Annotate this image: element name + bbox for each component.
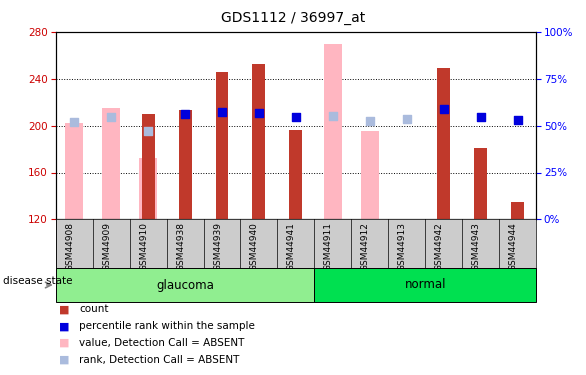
Bar — [511, 202, 524, 219]
Bar — [315, 268, 536, 302]
Bar — [65, 123, 83, 219]
Text: percentile rank within the sample: percentile rank within the sample — [79, 321, 255, 331]
Point — [144, 129, 153, 135]
Text: glaucoma: glaucoma — [156, 279, 214, 291]
Bar — [323, 44, 342, 219]
Point — [107, 114, 116, 120]
Text: GSM44912: GSM44912 — [361, 222, 370, 271]
Text: rank, Detection Call = ABSENT: rank, Detection Call = ABSENT — [79, 355, 240, 365]
Text: GSM44913: GSM44913 — [398, 222, 407, 271]
Bar — [179, 110, 192, 219]
Text: GSM44939: GSM44939 — [213, 222, 222, 271]
Bar — [216, 72, 229, 219]
Text: ■: ■ — [59, 304, 69, 314]
Bar — [142, 114, 155, 219]
Bar — [474, 148, 487, 219]
Point — [328, 113, 338, 119]
Point — [402, 116, 411, 122]
Text: disease state: disease state — [3, 276, 73, 286]
Text: ■: ■ — [59, 321, 69, 331]
Text: ■: ■ — [59, 338, 69, 348]
Text: GSM44940: GSM44940 — [250, 222, 259, 271]
Point — [217, 109, 227, 115]
Bar — [139, 158, 157, 219]
Point — [476, 114, 485, 120]
Bar — [102, 108, 120, 219]
Text: GSM44938: GSM44938 — [176, 222, 185, 271]
Point — [439, 106, 448, 112]
Text: GSM44910: GSM44910 — [139, 222, 148, 271]
Point — [70, 119, 79, 125]
Text: GSM44911: GSM44911 — [324, 222, 333, 271]
Point — [291, 114, 301, 120]
Text: GSM44942: GSM44942 — [435, 222, 444, 271]
Text: GSM44944: GSM44944 — [509, 222, 517, 271]
Point — [180, 111, 190, 117]
Text: GSM44941: GSM44941 — [287, 222, 296, 271]
Text: count: count — [79, 304, 108, 314]
Text: GSM44909: GSM44909 — [102, 222, 111, 271]
Text: GSM44908: GSM44908 — [65, 222, 74, 271]
Text: normal: normal — [404, 279, 446, 291]
Text: GSM44943: GSM44943 — [472, 222, 481, 271]
Bar — [56, 268, 315, 302]
Bar — [289, 130, 302, 219]
Point — [365, 118, 374, 124]
Text: GDS1112 / 36997_at: GDS1112 / 36997_at — [221, 11, 365, 25]
Text: ■: ■ — [59, 355, 69, 365]
Point — [254, 110, 264, 116]
Point — [513, 117, 522, 123]
Bar — [437, 68, 450, 219]
Bar — [253, 63, 265, 219]
Bar — [360, 132, 379, 219]
Text: value, Detection Call = ABSENT: value, Detection Call = ABSENT — [79, 338, 244, 348]
